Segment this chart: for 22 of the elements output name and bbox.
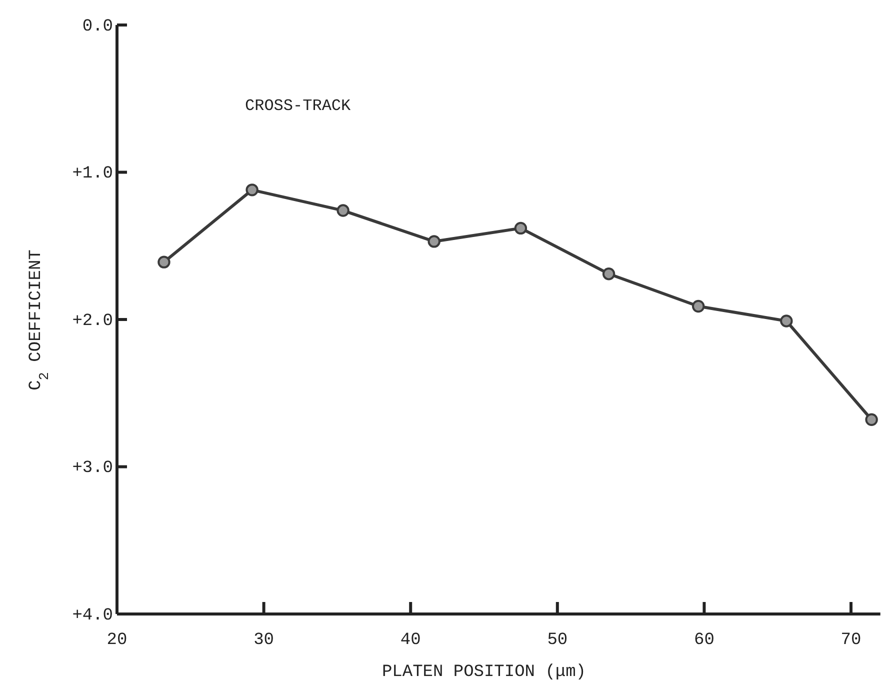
x-tick-label: 30 <box>254 631 274 650</box>
y-tick-label: 0.0 <box>82 17 113 36</box>
point <box>428 235 440 248</box>
y-tick-label: +2.0 <box>72 312 113 331</box>
x-tick-label: 50 <box>547 631 568 650</box>
point <box>692 300 705 313</box>
x-tick-label: 40 <box>400 631 421 650</box>
point <box>158 256 170 268</box>
y-tick-label: +3.0 <box>72 459 113 478</box>
x-tick-label: 20 <box>106 631 128 650</box>
point <box>602 268 616 280</box>
x-tick-label: 70 <box>840 631 862 650</box>
annotation: CROSS-TRACK <box>245 97 352 115</box>
point <box>514 222 528 235</box>
point <box>246 184 258 196</box>
y-tick-label: +1.0 <box>72 164 113 184</box>
point <box>780 314 793 328</box>
x-tick-label: 60 <box>694 631 714 650</box>
x-axis-title: PLATEN POSITION (μm) <box>382 663 586 682</box>
y-tick-label: +4.0 <box>72 606 113 626</box>
point <box>865 413 878 426</box>
point <box>336 204 350 217</box>
